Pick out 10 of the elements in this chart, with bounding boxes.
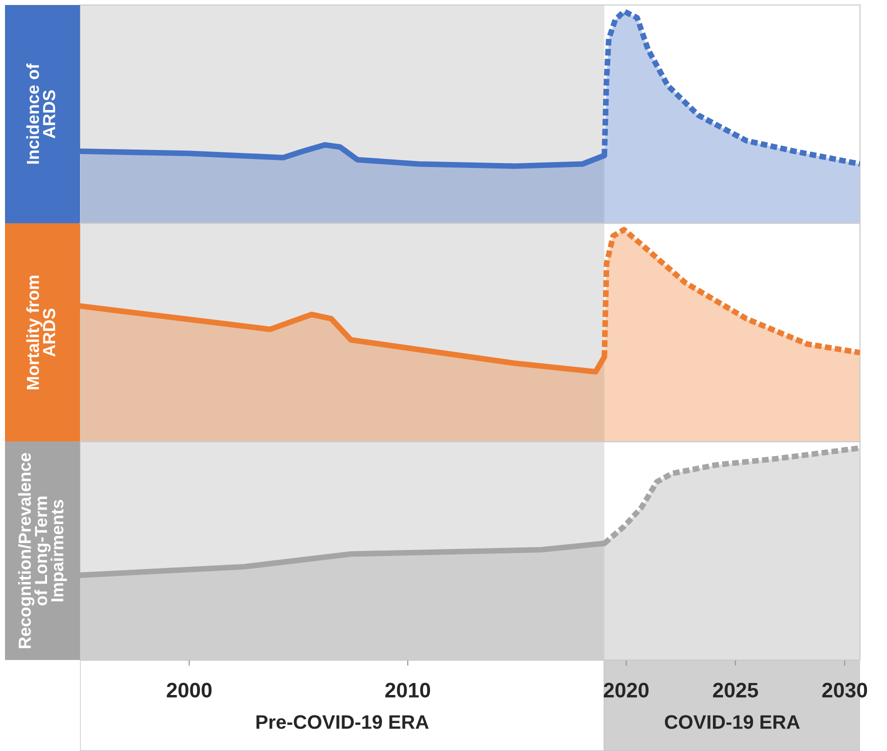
x-tick-label: 2025 bbox=[713, 682, 758, 698]
x-tick-label: 2000 bbox=[166, 682, 212, 698]
x-tick-label: 2010 bbox=[385, 682, 430, 698]
text: Pre-COVID-19 ERA bbox=[256, 715, 429, 729]
x-tick-label: 2030 bbox=[822, 682, 868, 698]
y-axis-title: Incidence of ARDS bbox=[26, 63, 56, 164]
x-tick-label: 2020 bbox=[604, 682, 649, 698]
y-axis-title: Recognition/Prevalence of Long-Term Impairments bbox=[18, 453, 67, 648]
text: COVID-19 ERA bbox=[664, 715, 800, 729]
y-axis-title: Mortality from ARDS bbox=[26, 276, 56, 390]
